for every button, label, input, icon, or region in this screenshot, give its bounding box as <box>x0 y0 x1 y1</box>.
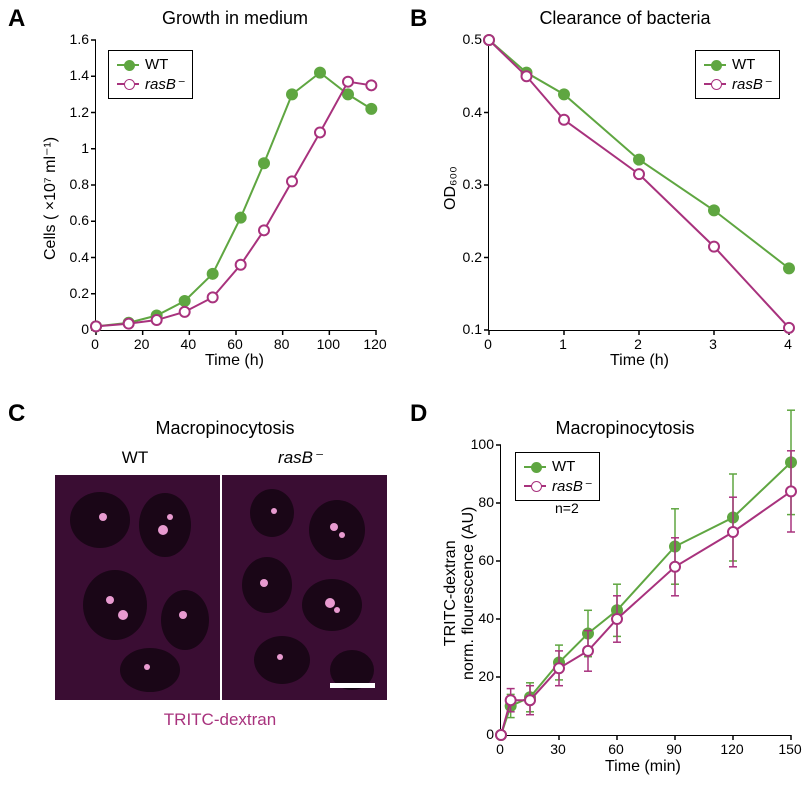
legend-rasb-row: rasB⁻ <box>704 75 771 95</box>
panel-b-legend: WT rasB⁻ <box>695 50 780 99</box>
panel-c-label: C <box>8 400 25 428</box>
legend-wt-row: WT <box>117 55 184 75</box>
micrograph-rasb-svg <box>222 475 387 700</box>
ytick-label: 0 <box>462 726 494 742</box>
micrograph-rasb <box>222 475 387 700</box>
tritc-label: TRITC-dextran <box>120 710 320 730</box>
legend-wt-label: WT <box>552 457 575 477</box>
ytick-label: 0.1 <box>450 321 482 337</box>
xtick-label: 60 <box>223 336 247 352</box>
panel-d-n: n=2 <box>555 500 579 516</box>
micrograph-wt-svg <box>55 475 220 700</box>
ytick-label: 40 <box>462 610 494 626</box>
ytick-label: 100 <box>462 436 494 452</box>
ytick-label: 0.3 <box>450 176 482 192</box>
xtick-label: 1 <box>551 336 575 352</box>
xtick-label: 2 <box>626 336 650 352</box>
xtick-label: 0 <box>488 741 512 757</box>
legend-rasb-label: rasB⁻ <box>145 75 184 95</box>
xtick-label: 90 <box>662 741 686 757</box>
legend-rasb-row: rasB⁻ <box>117 75 184 95</box>
ytick-label: 0.6 <box>57 212 89 228</box>
xtick-label: 60 <box>604 741 628 757</box>
ytick-label: 1 <box>57 140 89 156</box>
panel-c-rasb-label: rasB⁻ <box>260 448 340 468</box>
legend-rasb-label: rasB⁻ <box>732 75 771 95</box>
panel-a-legend: WT rasB⁻ <box>108 50 193 99</box>
ytick-label: 20 <box>462 668 494 684</box>
ytick-label: 0.4 <box>57 249 89 265</box>
panel-c-wt-label: WT <box>105 448 165 468</box>
xtick-label: 100 <box>316 336 340 352</box>
panel-b-title: Clearance of bacteria <box>500 8 750 29</box>
xtick-label: 20 <box>130 336 154 352</box>
legend-wt-label: WT <box>145 55 168 75</box>
xtick-label: 120 <box>363 336 387 352</box>
legend-rasb-row: rasB⁻ <box>524 477 591 497</box>
ytick-label: 0 <box>57 321 89 337</box>
panel-b-xlabel: Time (h) <box>610 352 669 370</box>
legend-rasb-label: rasB⁻ <box>552 477 591 497</box>
xtick-label: 80 <box>270 336 294 352</box>
xtick-label: 150 <box>778 741 802 757</box>
xtick-label: 0 <box>476 336 500 352</box>
legend-wt-label: WT <box>732 55 755 75</box>
xtick-label: 4 <box>776 336 800 352</box>
panel-d-xlabel: Time (min) <box>605 758 681 776</box>
figure-container: A Growth in medium Cells ( ×10⁷ ml⁻¹) Ti… <box>0 0 805 788</box>
micrograph-wt <box>55 475 220 700</box>
xtick-label: 3 <box>701 336 725 352</box>
ytick-label: 1.6 <box>57 31 89 47</box>
ytick-label: 0.2 <box>57 285 89 301</box>
ytick-label: 0.2 <box>450 249 482 265</box>
xtick-label: 120 <box>720 741 744 757</box>
xtick-label: 40 <box>176 336 200 352</box>
ytick-label: 0.8 <box>57 176 89 192</box>
ytick-label: 1.4 <box>57 67 89 83</box>
legend-wt-row: WT <box>704 55 771 75</box>
ytick-label: 80 <box>462 494 494 510</box>
panel-a-xlabel: Time (h) <box>205 352 264 370</box>
ytick-label: 1.2 <box>57 104 89 120</box>
ytick-label: 60 <box>462 552 494 568</box>
panel-d-label: D <box>410 400 427 428</box>
scalebar <box>330 683 375 688</box>
panel-c-title: Macropinocytosis <box>100 418 350 439</box>
panel-a-label: A <box>8 5 25 33</box>
ytick-label: 0.5 <box>450 31 482 47</box>
ytick-label: 0.4 <box>450 104 482 120</box>
xtick-label: 30 <box>546 741 570 757</box>
panel-a-title: Growth in medium <box>110 8 360 29</box>
panel-d-ylabel: TRITC-dextran norm. flourescence (AU) <box>442 507 478 680</box>
panel-d-legend: WT rasB⁻ <box>515 452 600 501</box>
panel-d-title: Macropinocytosis <box>500 418 750 439</box>
legend-wt-row: WT <box>524 457 591 477</box>
xtick-label: 0 <box>83 336 107 352</box>
panel-b-label: B <box>410 5 427 33</box>
